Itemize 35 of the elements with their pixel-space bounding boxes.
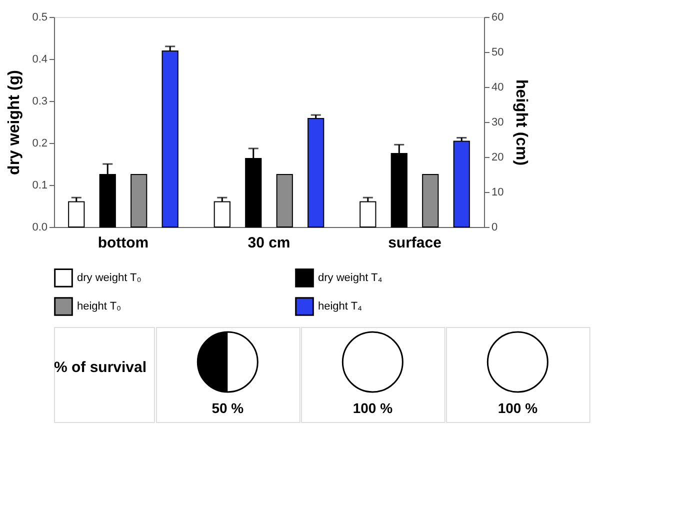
bar: [422, 174, 439, 228]
bar: [453, 140, 470, 228]
legend-label: height T₀: [77, 300, 122, 312]
y-tick-label: 0.5: [32, 12, 48, 24]
y2-tick-label: 50: [492, 46, 504, 58]
bar: [308, 118, 324, 228]
bar: [130, 174, 148, 228]
x-tick-label: 30 cm: [248, 234, 290, 252]
y2-tick-label: 0: [492, 222, 498, 234]
data-label: 50 %: [212, 400, 244, 416]
y-tick-label: 0.4: [32, 54, 48, 66]
bar: [276, 174, 293, 228]
x-tick-label: surface: [388, 234, 442, 252]
y-tick-label: 0.2: [32, 138, 48, 150]
y2-tick-label: 40: [492, 82, 504, 94]
y-axis-title: dry weight (g): [6, 70, 24, 175]
x-tick-label: bottom: [98, 234, 149, 252]
legend-label: dry weight T₄: [318, 272, 383, 284]
y2-tick-label: 60: [492, 12, 504, 24]
y2-tick-label: 10: [492, 186, 504, 198]
data-label: 100 %: [498, 400, 538, 416]
y-tick-label: 0.0: [32, 222, 48, 234]
y-tick-label: 0.3: [32, 96, 48, 108]
data-label: 100 %: [352, 400, 394, 416]
y2-tick-label: 20: [492, 152, 504, 164]
text: % of survival: [54, 359, 147, 376]
y2-axis-title: height (cm): [512, 79, 530, 166]
bar: [360, 201, 376, 228]
bar: [162, 50, 178, 228]
bar: [214, 201, 230, 228]
y-tick-label: 0.1: [32, 180, 48, 192]
legend-label: dry weight T₀: [77, 272, 142, 284]
y2-tick-label: 30: [492, 116, 504, 128]
bar: [68, 201, 85, 228]
legend-label: height T₄: [318, 300, 363, 312]
